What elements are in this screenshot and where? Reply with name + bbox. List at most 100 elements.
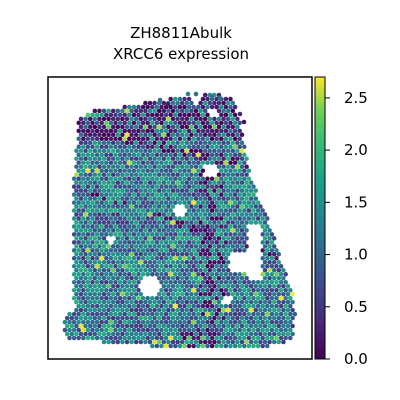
spot-point [85, 287, 91, 293]
spot-point [193, 156, 199, 161]
spot-point [177, 279, 183, 285]
spot-point [205, 104, 210, 110]
spot-point [76, 152, 81, 158]
spot-point [159, 295, 164, 301]
spot-point [117, 327, 123, 333]
spot-point [269, 287, 275, 293]
spot-point [193, 252, 199, 257]
spot-point [143, 236, 148, 241]
spot-point [122, 248, 127, 253]
spot-point [85, 279, 91, 285]
spot-point [225, 100, 231, 106]
spot-point [110, 331, 116, 337]
spot-point [191, 256, 196, 261]
spot-point [106, 156, 111, 161]
spot-point [182, 216, 187, 221]
spot-point [251, 216, 256, 221]
spot-point [202, 148, 208, 154]
spot-point [110, 124, 116, 130]
spot-point [225, 331, 231, 337]
spot-point [168, 311, 173, 317]
spot-point [186, 112, 192, 118]
spot-point [209, 279, 215, 285]
spot-point [184, 315, 190, 321]
spot-point [94, 311, 100, 317]
spot-point [232, 303, 238, 309]
spot-point [202, 204, 208, 209]
spot-point [85, 295, 91, 301]
spot-point [223, 184, 229, 189]
spot-point [179, 323, 185, 329]
spot-point [97, 283, 102, 289]
spot-point [74, 331, 79, 337]
spot-point [127, 184, 132, 189]
spot-point [92, 291, 98, 297]
spot-point [166, 156, 171, 161]
spot-point [196, 104, 201, 110]
spot-point [271, 283, 277, 289]
spot-point [152, 236, 157, 241]
spot-point [237, 176, 242, 181]
spot-point [143, 180, 148, 185]
spot-point [113, 279, 118, 285]
spot-point [179, 236, 185, 241]
spot-point [168, 303, 173, 309]
spot-point [198, 140, 203, 146]
spot-point [221, 164, 226, 169]
spot-point [83, 140, 88, 146]
spot-point [196, 327, 201, 333]
spot-point [117, 287, 123, 293]
spot-point [120, 299, 125, 305]
spot-point [207, 315, 213, 321]
spot-point [207, 236, 213, 241]
spot-point [159, 184, 164, 189]
spot-point [186, 335, 192, 341]
spot-point [147, 196, 153, 201]
spot-point [189, 116, 194, 122]
spot-point [71, 279, 77, 285]
spot-point [152, 100, 157, 106]
spot-point [196, 343, 201, 349]
spot-point [193, 339, 199, 345]
spot-point [278, 295, 284, 301]
spot-point [200, 224, 206, 229]
spot-point [117, 264, 123, 269]
spot-point [228, 104, 233, 110]
spot-point [262, 331, 268, 337]
spot-point [92, 331, 98, 337]
spot-point [170, 291, 176, 297]
spot-point [154, 232, 160, 237]
spot-point [244, 204, 249, 209]
spot-point [248, 283, 254, 289]
spot-point [122, 224, 127, 229]
spot-point [159, 176, 164, 181]
spot-point [246, 287, 252, 293]
spot-point [228, 279, 233, 285]
spot-point [232, 335, 238, 341]
spot-point [159, 112, 164, 118]
spot-point [133, 315, 139, 321]
spot-point [120, 180, 125, 185]
spot-point [94, 168, 100, 173]
spot-point [131, 264, 137, 269]
spot-point [71, 208, 77, 213]
spot-point [154, 264, 160, 269]
spot-point [274, 303, 279, 309]
spot-point [205, 216, 210, 221]
spot-point [83, 212, 88, 217]
spot-point [258, 339, 263, 345]
spot-point [221, 244, 226, 249]
spot-point [154, 240, 160, 245]
spot-point [173, 136, 178, 142]
spot-point [104, 144, 109, 150]
spot-point [85, 232, 91, 237]
spot-point [248, 188, 254, 193]
spot-point [274, 279, 279, 285]
spot-point [115, 164, 121, 169]
spot-point [207, 156, 213, 161]
spot-point [202, 323, 208, 329]
spot-point [69, 331, 75, 337]
spot-point [228, 232, 233, 237]
spot-point [133, 323, 139, 329]
spot-point [152, 315, 157, 321]
